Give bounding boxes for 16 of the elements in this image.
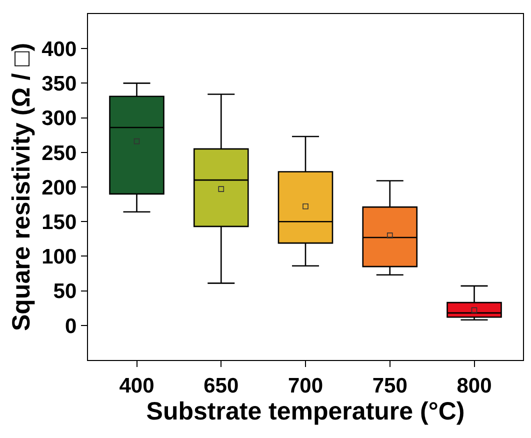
- y-tick-label: 250: [42, 142, 77, 165]
- x-tick-label: 800: [456, 374, 492, 398]
- y-axis-title: Square resistivity (Ω / □): [7, 42, 36, 332]
- y-tick-label: 0: [64, 314, 77, 338]
- y-tick-label: 400: [42, 38, 77, 61]
- y-tick-label: 200: [42, 176, 77, 200]
- x-tick-label: 650: [204, 374, 239, 398]
- x-tick-label: 400: [119, 374, 154, 398]
- y-tick-label: 300: [42, 107, 77, 130]
- y-tick-label: 100: [42, 246, 77, 269]
- y-tick-label: 150: [42, 210, 77, 234]
- x-tick-label: 750: [372, 374, 408, 398]
- y-tick-label: 50: [53, 280, 77, 304]
- x-tick-label: 700: [288, 374, 324, 398]
- y-tick-label: 350: [42, 72, 77, 96]
- x-axis-title: Substrate temperature (°C): [146, 397, 465, 426]
